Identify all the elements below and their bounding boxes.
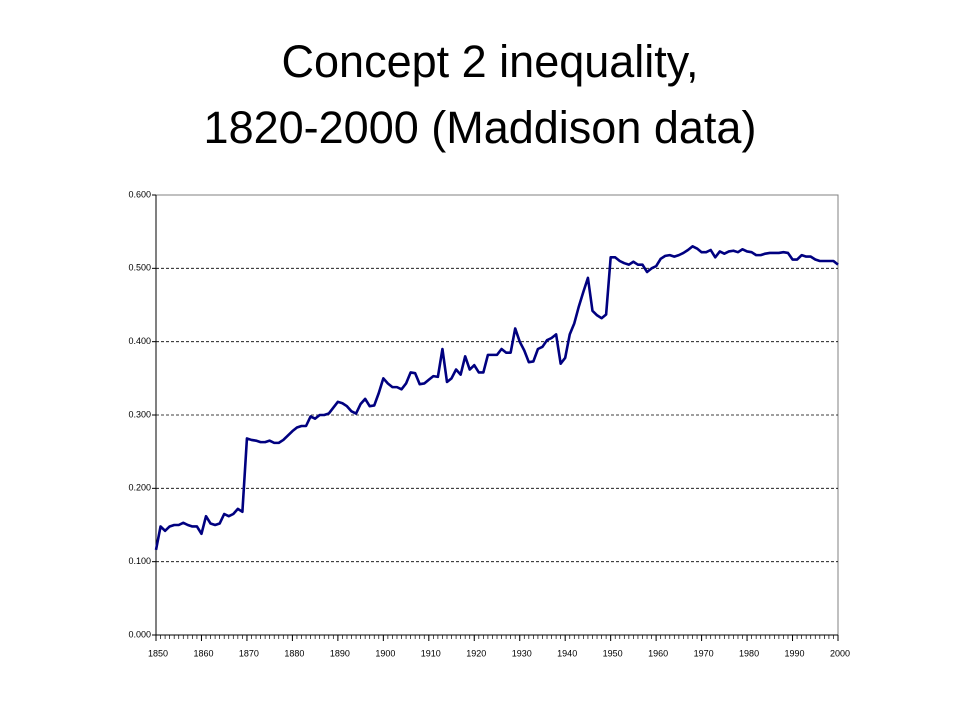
chart-title: Concept 2 inequality, xyxy=(282,36,699,87)
y-tick-label: 0.200 xyxy=(128,483,151,493)
x-tick-label: 1900 xyxy=(375,648,395,658)
x-tick-label: 1860 xyxy=(193,648,213,658)
y-tick-label: 0.600 xyxy=(128,189,151,199)
x-tick-label: 1980 xyxy=(739,648,759,658)
x-tick-label: 1850 xyxy=(148,648,168,658)
x-tick-label: 1870 xyxy=(239,648,259,658)
y-tick-label: 0.500 xyxy=(128,263,151,273)
x-tick-label: 1880 xyxy=(284,648,304,658)
x-tick-label: 1920 xyxy=(466,648,486,658)
y-tick-label: 0.300 xyxy=(128,409,151,419)
y-tick-label: 0.100 xyxy=(128,556,151,566)
x-tick-label: 1910 xyxy=(421,648,441,658)
y-tick-label: 0.400 xyxy=(128,336,151,346)
y-tick-label: 0.000 xyxy=(128,629,151,639)
x-tick-label: 1970 xyxy=(694,648,714,658)
chart-title: 1820-2000 (Maddison data) xyxy=(204,102,757,153)
x-tick-label: 1890 xyxy=(330,648,350,658)
x-tick-label: 1990 xyxy=(785,648,805,658)
x-tick-label: 1950 xyxy=(603,648,623,658)
data-line xyxy=(154,245,839,551)
x-tick-label: 1960 xyxy=(648,648,668,658)
x-tick-label: 1930 xyxy=(512,648,532,658)
x-tick-label: 2000 xyxy=(830,648,850,658)
x-tick-label: 1940 xyxy=(557,648,577,658)
